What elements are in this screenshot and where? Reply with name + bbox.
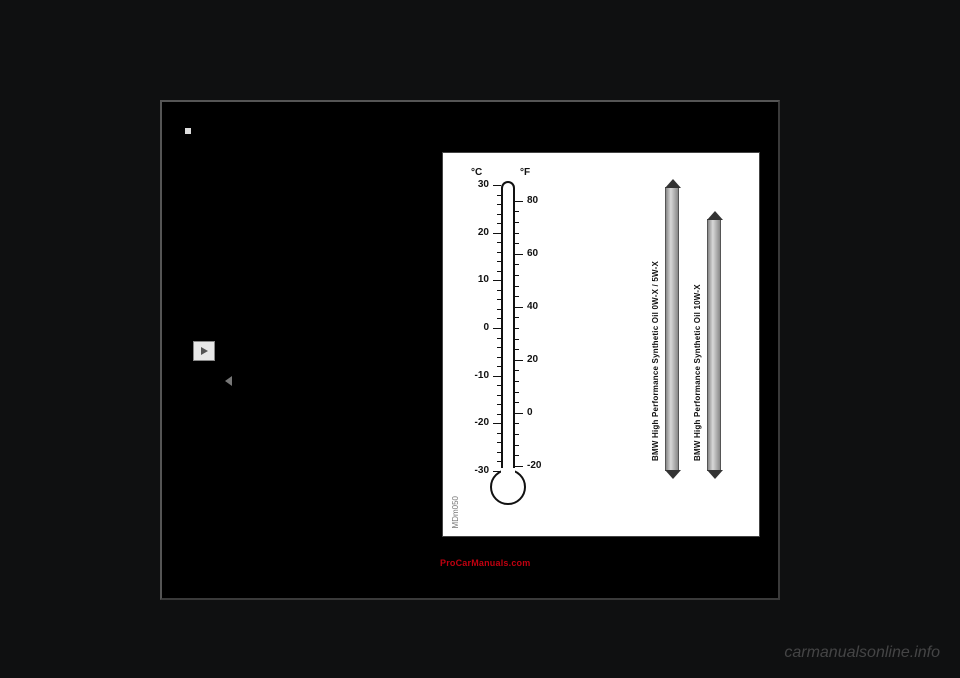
image-reference-code: MDm050 xyxy=(451,496,460,528)
label-celsius: 10 xyxy=(465,274,489,285)
tick-celsius xyxy=(493,233,501,234)
bullet-square xyxy=(185,128,191,134)
oil-viscosity-chart: °C °F MDm050 30 20 10 0 -10 -20 -30 80 60 40 20 0 -2… xyxy=(442,152,760,537)
label-fahrenheit: 60 xyxy=(527,248,551,259)
tick-celsius xyxy=(493,423,501,424)
tick-celsius xyxy=(493,328,501,329)
tick-fahrenheit xyxy=(515,360,523,361)
label-celsius: -20 xyxy=(465,417,489,428)
tick-fahrenheit xyxy=(515,201,523,202)
label-fahrenheit: 40 xyxy=(527,301,551,312)
tick-fahrenheit xyxy=(515,254,523,255)
thermometer-stem xyxy=(501,181,515,476)
unit-celsius-label: °C xyxy=(471,167,482,178)
tick-celsius xyxy=(493,376,501,377)
oil-grade-label: BMW High Performance Synthetic Oil 10W-X xyxy=(693,229,702,461)
unit-fahrenheit-label: °F xyxy=(520,167,530,178)
label-fahrenheit: 80 xyxy=(527,195,551,206)
label-celsius: 0 xyxy=(465,322,489,333)
label-celsius: 20 xyxy=(465,227,489,238)
tick-fahrenheit xyxy=(515,466,523,467)
label-celsius: -10 xyxy=(465,370,489,381)
tick-celsius xyxy=(493,471,501,472)
label-fahrenheit: -20 xyxy=(527,460,551,471)
play-icon xyxy=(193,341,215,361)
label-fahrenheit: 0 xyxy=(527,407,551,418)
label-fahrenheit: 20 xyxy=(527,354,551,365)
page-frame: °C °F MDm050 30 20 10 0 -10 -20 -30 80 60 40 20 0 -2… xyxy=(160,100,780,600)
tick-fahrenheit xyxy=(515,413,523,414)
label-celsius: -30 xyxy=(465,465,489,476)
tick-celsius xyxy=(493,185,501,186)
tick-celsius xyxy=(493,280,501,281)
oil-grade-label: BMW High Performance Synthetic Oil 0W-X … xyxy=(651,197,660,461)
back-arrow-icon xyxy=(225,376,232,386)
tick-fahrenheit xyxy=(515,307,523,308)
oil-temperature-bar xyxy=(707,219,721,471)
label-celsius: 30 xyxy=(465,179,489,190)
oil-temperature-bar xyxy=(665,187,679,471)
watermark-text: carmanualsonline.info xyxy=(784,644,940,662)
source-attribution: ProCarManuals.com xyxy=(440,558,530,568)
